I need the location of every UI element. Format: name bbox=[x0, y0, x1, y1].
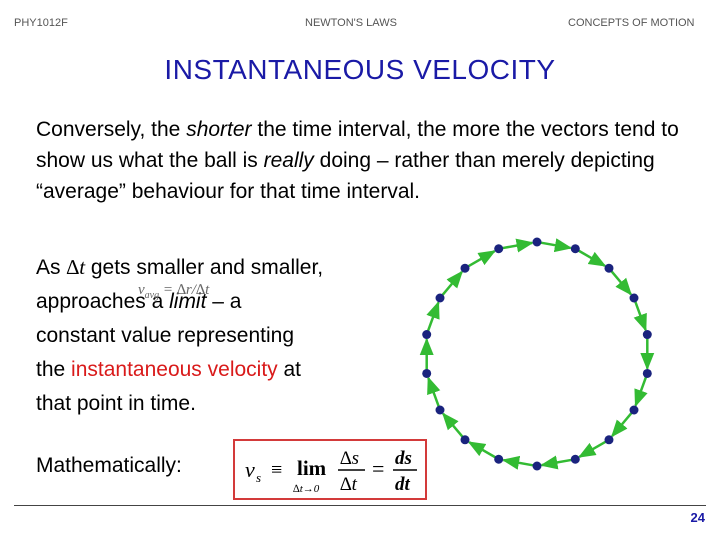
overlay-sub: avg bbox=[144, 290, 160, 301]
mathematically-label: Mathematically: bbox=[36, 454, 182, 477]
velocity-arrow bbox=[633, 301, 647, 332]
position-dot bbox=[570, 454, 580, 464]
velocity-arrow bbox=[634, 376, 648, 408]
velocity-arrow bbox=[426, 300, 440, 332]
para2-that-point: that point in time. bbox=[36, 392, 196, 415]
para2-at: at bbox=[277, 358, 302, 381]
formula-num2: ds bbox=[395, 448, 412, 469]
position-dot bbox=[642, 368, 652, 378]
footer-divider bbox=[14, 505, 706, 506]
para2-approaches: approaches a bbox=[36, 290, 170, 313]
average-velocity-overlay: vavg = ∆r/∆t bbox=[138, 283, 209, 303]
formula-lim-sub: ∆t→0 bbox=[293, 483, 320, 495]
position-dot bbox=[604, 263, 614, 273]
slide-title: INSTANTANEOUS VELOCITY bbox=[164, 54, 556, 85]
intro-text-2: the time interval, the more the vectors … bbox=[36, 118, 679, 172]
para2-as: As bbox=[36, 256, 67, 279]
intro-really: really bbox=[263, 149, 314, 172]
velocity-formula-box: v s ≡ lim ∆t→0 ∆s ∆t = ds dt bbox=[233, 439, 427, 500]
velocity-arrow bbox=[540, 238, 573, 253]
position-dot bbox=[435, 293, 445, 303]
intro-text-1: Conversely, the bbox=[36, 118, 187, 141]
instantaneous-velocity-term: instantaneous velocity bbox=[71, 358, 278, 381]
velocity-arrow bbox=[501, 455, 534, 470]
position-dot bbox=[435, 405, 445, 415]
overlay-v: v bbox=[138, 282, 145, 298]
formula-den1: ∆t bbox=[340, 474, 358, 495]
velocity-arrow bbox=[540, 455, 572, 470]
velocity-arrows bbox=[419, 238, 655, 470]
position-dot bbox=[629, 293, 639, 303]
formula-equiv: ≡ bbox=[271, 459, 282, 481]
velocity-arrow bbox=[578, 249, 607, 267]
velocity-arrow bbox=[467, 441, 496, 459]
position-dot bbox=[570, 244, 580, 254]
position-dot bbox=[422, 368, 432, 378]
formula-eq: = bbox=[372, 456, 384, 481]
formula-v: v bbox=[245, 457, 255, 482]
header-course-code: PHY1012F bbox=[14, 17, 68, 29]
position-dot bbox=[460, 263, 470, 273]
para2-limit: limit bbox=[169, 290, 207, 313]
velocity-arrow bbox=[610, 270, 633, 296]
velocity-arrow bbox=[610, 412, 633, 438]
velocity-arrow bbox=[502, 238, 534, 253]
intro-shorter: shorter bbox=[186, 118, 252, 141]
position-dot bbox=[422, 330, 432, 340]
position-dot bbox=[494, 244, 504, 254]
header-section: CONCEPTS OF MOTION bbox=[568, 17, 695, 29]
velocity-arrow bbox=[441, 412, 464, 438]
formula-v-sub: s bbox=[256, 470, 261, 485]
delta-t-symbol: ∆t bbox=[66, 255, 86, 279]
velocity-formula: v s ≡ lim ∆t→0 ∆s ∆t = ds dt bbox=[245, 448, 417, 495]
velocity-arrow bbox=[427, 376, 441, 407]
formula-lim: lim bbox=[297, 456, 327, 480]
formula-den2: dt bbox=[395, 474, 411, 495]
formula-num1: ∆s bbox=[340, 448, 359, 469]
para2-the: the bbox=[36, 358, 72, 381]
position-dot bbox=[642, 330, 652, 340]
position-dot bbox=[494, 454, 504, 464]
position-dot bbox=[604, 435, 614, 445]
intro-paragraph: Conversely, the shorter the time interva… bbox=[36, 114, 706, 207]
para2-gets: gets smaller and smaller, bbox=[85, 256, 324, 279]
limit-paragraph: As ∆t gets smaller and smaller, approach… bbox=[36, 250, 396, 421]
velocity-arrow bbox=[577, 440, 607, 458]
position-dot bbox=[460, 435, 470, 445]
position-dot bbox=[629, 405, 639, 415]
overlay-eq: = ∆r/∆t bbox=[162, 282, 210, 298]
page-number: 24 bbox=[690, 510, 705, 525]
para2-constant: constant value representing bbox=[36, 324, 294, 347]
position-dots bbox=[422, 237, 652, 471]
position-dot bbox=[532, 461, 542, 471]
intro-text-3: doing – rather than merely depicting “av… bbox=[36, 149, 655, 203]
position-dot bbox=[532, 237, 542, 247]
para2-dash: – a bbox=[206, 290, 242, 313]
velocity-arrow bbox=[441, 270, 464, 296]
velocity-arrow bbox=[467, 250, 497, 268]
header-topic: NEWTON'S LAWS bbox=[305, 17, 397, 29]
